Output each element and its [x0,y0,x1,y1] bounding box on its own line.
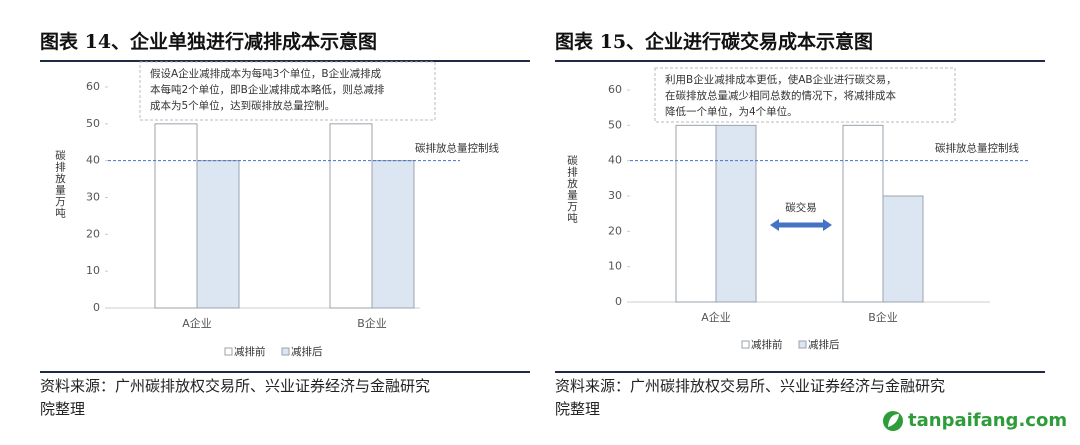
annotation-line: 在碳排放总量减少相同总数的情况下，将减排成本 [665,89,896,102]
annotation-box [139,61,436,121]
y-axis-label: 碳排放量万吨 [566,154,578,224]
chart-title: 图表 15、企业进行碳交易成本示意图 [555,30,873,53]
x-tick-label: A企业 [182,316,212,330]
bar [154,123,198,309]
annotation-line: 利用B企业减排成本更低，使AB企业进行碳交易， [665,73,897,86]
reference-label: 碳排放总量控制线 [415,142,499,155]
y-tick-label: 40 [86,154,100,167]
y-tick-label: 60 [86,80,100,93]
legend-swatch [798,340,807,349]
legend-label: 减排后 [808,338,840,351]
legend-label: 减排前 [751,338,783,351]
watermark: tanpaifang.com [908,410,1067,431]
annotation-line: 降低一个单位，为4个单位。 [665,105,798,118]
arrow-label: 碳交易 [785,201,817,214]
annotation-line: 本每吨2个单位，即B企业减排成本略低，则总减排 [150,83,385,96]
source-line: 资料来源：广州碳排放权交易所、兴业证券经济与金融研究 [555,377,945,395]
bar [882,195,924,303]
annotation-line: 成本为5个单位，达到碳排放总量控制。 [150,99,335,112]
y-tick-label: 30 [86,191,100,204]
y-axis-label: 碳排放量万吨 [54,149,66,219]
x-tick-label: B企业 [868,310,898,324]
source-line: 院整理 [40,400,85,418]
bar [196,160,240,309]
y-tick-label: 20 [608,224,622,237]
legend-label: 减排后 [291,345,323,358]
legend-label: 减排前 [234,345,266,358]
arrow [770,219,832,231]
logo-leaf [888,414,899,427]
y-tick-label: 10 [608,260,622,273]
y-tick-label: 20 [86,227,100,240]
y-tick-label: 50 [608,118,622,131]
bar [715,124,757,303]
annotation-line: 假设A企业减排成本为每吨3个单位，B企业减排成 [150,67,382,80]
source-line: 院整理 [555,400,600,418]
y-tick-label: 30 [608,189,622,202]
annotation-box [654,67,956,123]
y-tick-label: 50 [86,117,100,130]
y-tick-label: 10 [86,264,100,277]
chart-title: 图表 14、企业单独进行减排成本示意图 [40,30,377,53]
y-tick-label: 60 [608,83,622,96]
legend-swatch [281,347,290,356]
reference-label: 碳排放总量控制线 [935,142,1019,155]
y-tick-label: 0 [93,301,100,314]
bar [842,124,884,303]
bar [329,123,373,309]
bar [371,160,415,309]
source-line: 资料来源：广州碳排放权交易所、兴业证券经济与金融研究 [40,377,430,395]
y-tick-label: 40 [608,154,622,167]
x-tick-label: B企业 [357,316,387,330]
y-tick-label: 0 [615,295,622,308]
bar [675,124,717,303]
legend-swatch [741,340,750,349]
legend-swatch [224,347,233,356]
x-tick-label: A企业 [701,310,731,324]
